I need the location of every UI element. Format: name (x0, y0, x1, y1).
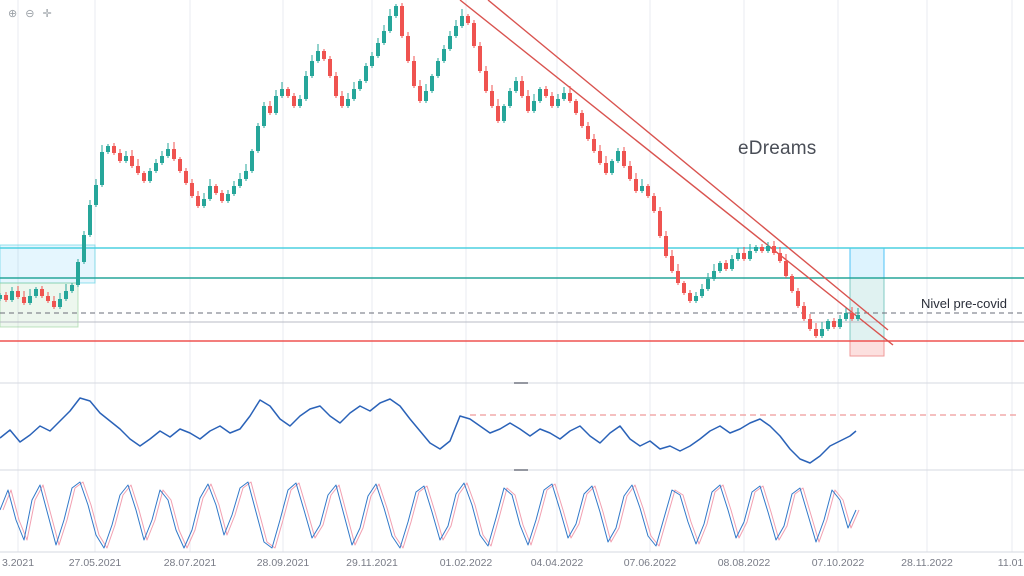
support-resistance-zones (0, 244, 885, 357)
right-green-zone (849, 277, 885, 342)
zoom-out-icon[interactable]: ⊖ (25, 8, 35, 20)
symbol-label: eDreams (738, 138, 817, 159)
trendlines (459, 0, 894, 346)
precovid-level-label: Nivel pre-covid (921, 296, 1007, 311)
left-green-zone (0, 282, 79, 328)
candlestick-series (0, 3, 860, 338)
stoch-d-line (2, 481, 860, 549)
gridlines (17, 0, 1013, 552)
stochastic-lines (0, 481, 860, 549)
horizontal-levels (0, 247, 1024, 342)
panel-separators (0, 382, 1024, 553)
right-red-zone (849, 340, 885, 357)
right-blue-zone (849, 247, 885, 279)
zoom-in-icon[interactable]: ⊕ (8, 8, 18, 20)
crosshair-icon[interactable]: ✛ (42, 8, 52, 20)
oscillator-line (0, 397, 1016, 464)
chart-toolbar: ⊕ ⊖ ✛ (8, 9, 52, 20)
stoch-k-line (0, 481, 857, 549)
